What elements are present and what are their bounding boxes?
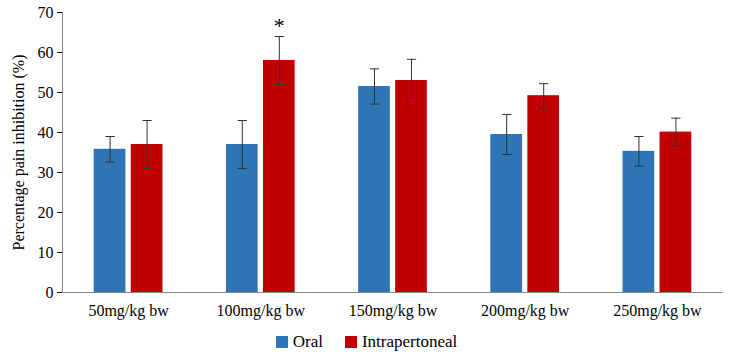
- svg-text:70: 70: [38, 4, 54, 21]
- svg-text:30: 30: [38, 164, 54, 181]
- svg-text:150mg/kg bw: 150mg/kg bw: [349, 302, 438, 320]
- svg-text:*: *: [274, 13, 285, 38]
- html-text:Oral: Oral: [292, 332, 323, 351]
- svg-text:50: 50: [38, 84, 54, 101]
- svg-text:10: 10: [38, 244, 54, 261]
- svg-text:20: 20: [38, 204, 54, 221]
- svg-text:40: 40: [38, 124, 54, 141]
- svg-text:50mg/kg bw: 50mg/kg bw: [88, 302, 169, 320]
- svg-text:0: 0: [46, 284, 54, 301]
- html-text:Intrapertoneal: Intrapertoneal: [361, 332, 458, 351]
- svg-text:60: 60: [38, 44, 54, 61]
- svg-text:Percentage pain inhibition (%): Percentage pain inhibition (%): [10, 55, 28, 251]
- svg-text:100mg/kg bw: 100mg/kg bw: [217, 302, 306, 320]
- svg-text:250mg/kg bw: 250mg/kg bw: [613, 302, 702, 320]
- svg-text:200mg/kg bw: 200mg/kg bw: [481, 302, 570, 320]
